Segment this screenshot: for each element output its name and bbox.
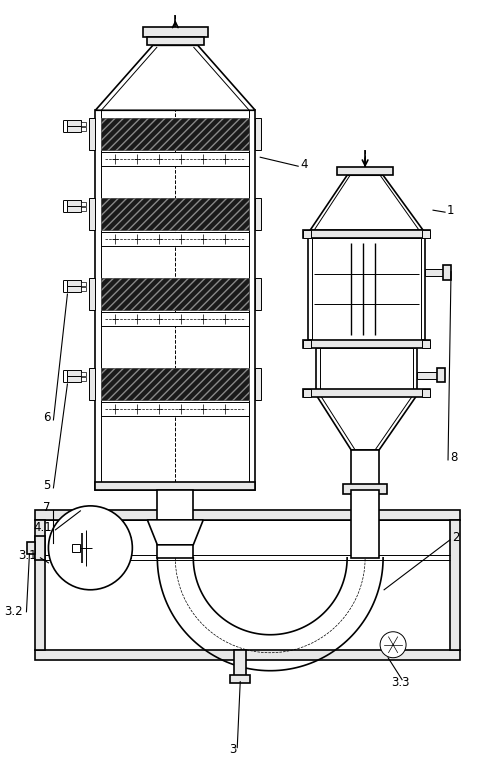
Bar	[320, 348, 412, 395]
Text: 3.3: 3.3	[390, 676, 408, 689]
Bar	[350, 490, 378, 558]
Text: 5: 5	[43, 480, 50, 493]
Bar	[308, 238, 424, 340]
Bar	[89, 198, 95, 230]
Bar	[81, 372, 86, 376]
Bar	[101, 198, 249, 230]
Bar	[312, 238, 420, 340]
Bar	[89, 118, 95, 150]
Bar	[101, 118, 249, 150]
Bar	[255, 368, 261, 400]
Text: 3: 3	[229, 743, 237, 756]
Bar	[101, 278, 249, 310]
Text: 4.1: 4.1	[34, 521, 52, 534]
Bar	[81, 282, 86, 286]
Bar	[255, 278, 261, 310]
Bar	[67, 376, 81, 382]
Bar	[442, 265, 450, 280]
Bar	[302, 230, 311, 238]
Bar	[67, 200, 81, 206]
Bar	[81, 207, 86, 211]
Circle shape	[379, 631, 405, 658]
Bar	[67, 280, 81, 286]
Text: 1: 1	[446, 203, 454, 216]
Bar	[302, 230, 429, 238]
Bar	[101, 198, 249, 230]
Text: 2: 2	[451, 531, 458, 544]
Bar	[81, 202, 86, 206]
Bar	[27, 542, 36, 554]
Bar	[81, 128, 86, 131]
Bar	[449, 520, 459, 650]
Bar	[72, 544, 80, 552]
Bar	[424, 269, 442, 276]
Bar	[101, 312, 249, 326]
Bar	[302, 340, 429, 348]
Bar	[67, 370, 81, 376]
Text: 3.1: 3.1	[18, 550, 36, 562]
Bar	[36, 536, 45, 560]
Bar	[67, 120, 81, 126]
Bar	[143, 27, 207, 37]
Bar	[230, 675, 250, 682]
Bar	[157, 490, 193, 558]
Polygon shape	[147, 520, 203, 545]
Bar	[342, 484, 386, 494]
Bar	[101, 368, 249, 400]
Bar	[255, 198, 261, 230]
Text: 6: 6	[43, 411, 50, 424]
Bar	[67, 126, 81, 132]
Bar	[101, 278, 249, 310]
Bar	[315, 348, 416, 395]
Bar	[421, 230, 429, 238]
Bar	[302, 389, 429, 397]
Bar	[36, 520, 45, 650]
Bar	[146, 37, 204, 46]
Bar	[302, 389, 311, 397]
Text: 3.2: 3.2	[4, 605, 23, 619]
Text: 8: 8	[449, 452, 456, 465]
Bar	[302, 340, 311, 348]
Bar	[255, 118, 261, 150]
Bar	[89, 278, 95, 310]
Bar	[416, 371, 436, 379]
Bar	[234, 650, 246, 680]
Polygon shape	[315, 395, 416, 450]
Bar	[95, 110, 255, 490]
Circle shape	[48, 505, 132, 590]
Text: 4: 4	[300, 158, 307, 171]
Bar	[81, 287, 86, 291]
Bar	[67, 286, 81, 292]
Bar	[421, 340, 429, 348]
Bar	[95, 482, 255, 490]
Bar	[81, 122, 86, 126]
Bar	[101, 368, 249, 400]
Bar	[101, 402, 249, 416]
Bar	[421, 389, 429, 397]
Bar	[336, 167, 392, 175]
Bar	[101, 153, 249, 166]
Bar	[101, 118, 249, 150]
Polygon shape	[95, 46, 255, 110]
Polygon shape	[310, 175, 422, 230]
Bar	[81, 377, 86, 381]
Text: 7: 7	[43, 502, 50, 515]
Bar	[36, 510, 459, 520]
Bar	[436, 367, 444, 383]
Bar	[101, 232, 249, 246]
Bar	[36, 650, 459, 660]
Bar	[67, 206, 81, 213]
Bar	[89, 368, 95, 400]
Bar	[350, 450, 378, 490]
